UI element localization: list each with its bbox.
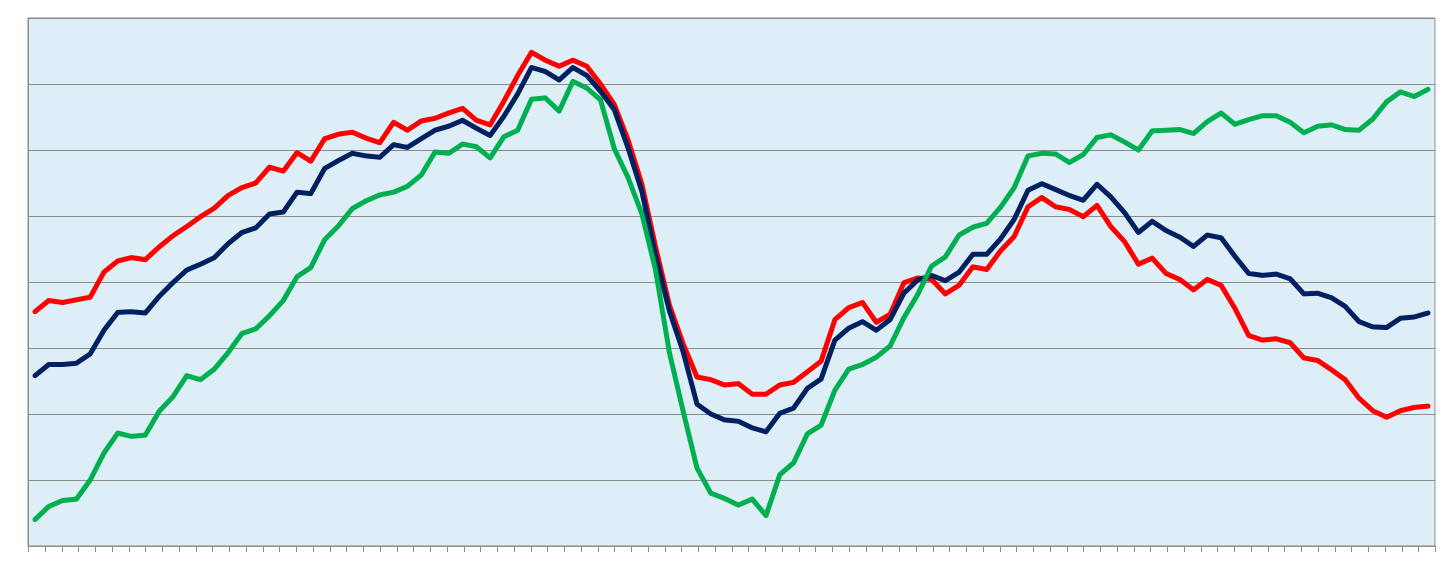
series-line-1 (32, 49, 1431, 420)
axes (28, 18, 1436, 552)
gridlines (28, 18, 1435, 481)
series-layer (32, 49, 1431, 523)
series-line-2 (32, 65, 1431, 435)
series-line-3 (32, 78, 1431, 523)
